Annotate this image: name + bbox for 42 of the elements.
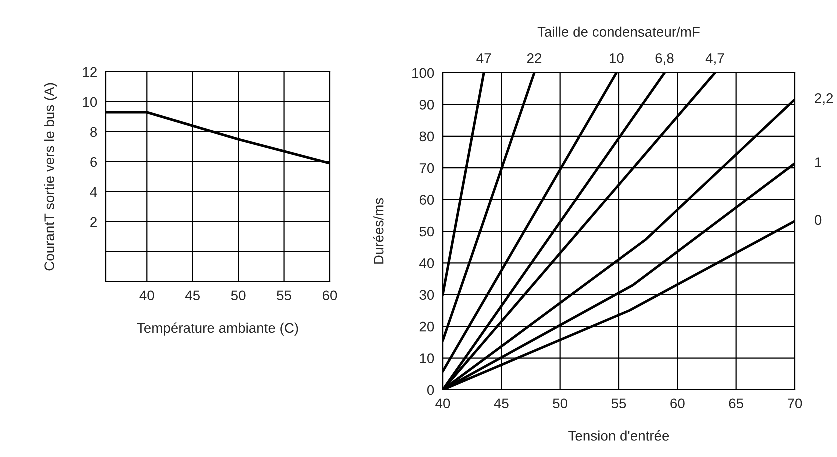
series-label: 0 xyxy=(814,215,822,226)
y-tick-label: 8 xyxy=(90,127,98,138)
y-axis-title: Durées/ms xyxy=(373,198,384,264)
y-tick-label: 40 xyxy=(420,258,434,268)
series-label: 2,2 xyxy=(815,94,834,105)
series-label: 22 xyxy=(527,53,542,64)
x-tick-label: 50 xyxy=(553,398,568,409)
y-tick-label: 12 xyxy=(83,67,97,78)
series-label: 1 xyxy=(816,158,822,168)
x-tick-label: 40 xyxy=(140,290,154,301)
series-label: 4,7 xyxy=(706,54,724,65)
x-tick-label: 50 xyxy=(231,290,246,301)
y-tick-label: 90 xyxy=(420,100,434,110)
y-tick-label: 6 xyxy=(90,157,98,168)
x-tick-label: 70 xyxy=(788,398,802,409)
y-tick-label: 10 xyxy=(83,97,98,108)
x-tick-label: 60 xyxy=(322,290,338,301)
y-tick-label: 60 xyxy=(420,195,434,205)
x-tick-label: 45 xyxy=(494,398,509,409)
x-tick-label: 60 xyxy=(670,398,685,409)
chart-title: Taille de condensateur/mF xyxy=(538,26,700,38)
series-label: 6,8 xyxy=(656,53,674,65)
y-tick-label: 80 xyxy=(420,132,434,142)
series-label: 47 xyxy=(476,54,492,64)
y-tick-label: 0 xyxy=(427,385,434,396)
x-axis-title: Température ambiante (C) xyxy=(137,322,298,336)
x-axis-title: Tension d'entrée xyxy=(568,430,670,441)
y-tick-label: 20 xyxy=(420,322,434,332)
y-tick-label: 4 xyxy=(90,187,98,198)
y-tick-label: 10 xyxy=(420,354,434,364)
y-tick-label: 50 xyxy=(420,226,434,237)
x-tick-label: 65 xyxy=(729,398,744,409)
x-tick-label: 40 xyxy=(436,398,450,409)
x-tick-label: 55 xyxy=(612,398,626,409)
y-tick-label: 70 xyxy=(420,163,434,174)
y-tick-label: 2 xyxy=(90,217,97,228)
series-label: 10 xyxy=(610,53,624,64)
y-tick-label: 100 xyxy=(412,68,434,78)
x-tick-label: 45 xyxy=(185,290,200,301)
y-tick-label: 30 xyxy=(420,290,434,300)
x-tick-label: 55 xyxy=(277,290,292,301)
y-axis-title: CourantT sortie vers le bus (A) xyxy=(44,83,58,271)
